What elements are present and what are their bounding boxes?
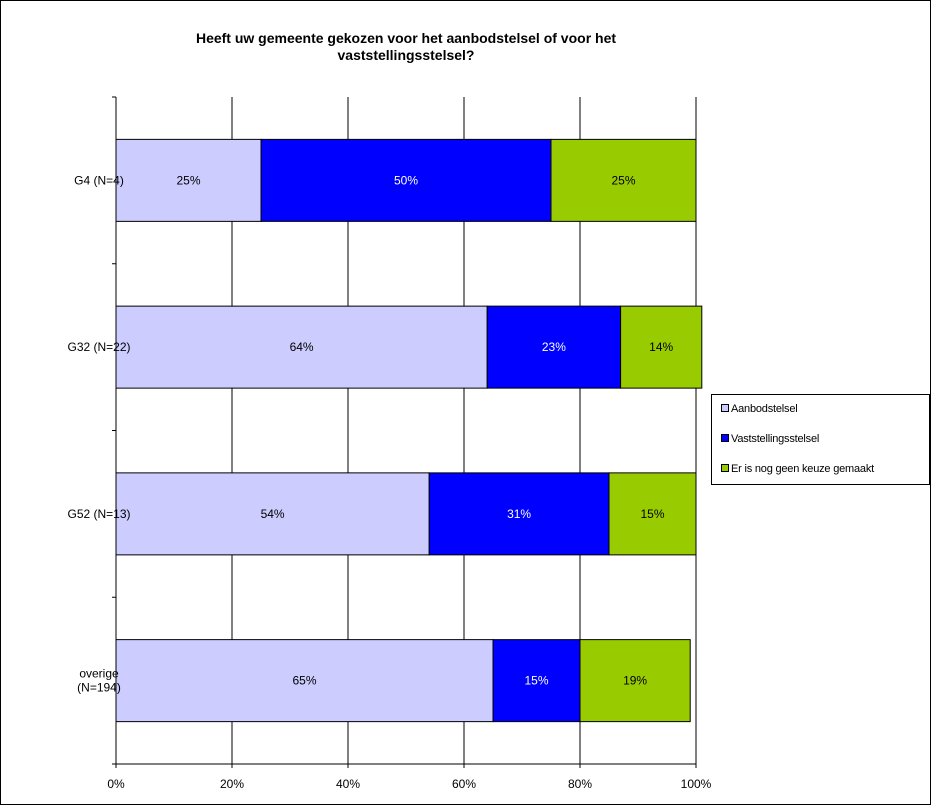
bar-segment bbox=[115, 305, 488, 389]
chart-title-line-1: Heeft uw gemeente gekozen voor het aanbo… bbox=[195, 30, 617, 46]
bar-segment bbox=[115, 472, 430, 556]
chart-title-line-2: vaststellingsstelsel? bbox=[337, 47, 475, 63]
legend-item-aanbodstelsel: Aanbodstelsel bbox=[721, 402, 798, 416]
category-label: (N=194) bbox=[77, 681, 121, 695]
bar-data-label: 25% bbox=[611, 173, 635, 187]
bar-data-label: 15% bbox=[640, 507, 664, 521]
bar-data-label: 23% bbox=[542, 340, 566, 354]
legend-label-geen-keuze: Er is nog geen keuze gemaakt bbox=[731, 463, 874, 476]
x-tick-label: 100% bbox=[681, 777, 712, 791]
category-label: G52 (N=13) bbox=[67, 507, 130, 521]
x-tick-label: 20% bbox=[220, 777, 244, 791]
x-tick-label: 0% bbox=[107, 777, 125, 791]
bar-segment bbox=[260, 138, 552, 222]
bar-segment bbox=[579, 639, 691, 723]
category-label: overige bbox=[79, 667, 119, 681]
bar-segment bbox=[550, 138, 697, 222]
x-tick-label: 80% bbox=[568, 777, 592, 791]
bar-data-label: 14% bbox=[649, 340, 673, 354]
bar-data-label: 50% bbox=[394, 173, 418, 187]
category-label: G4 (N=4) bbox=[74, 173, 124, 187]
legend-label-aanbodstelsel: Aanbodstelsel bbox=[731, 403, 798, 416]
bar-segment bbox=[620, 305, 703, 389]
bar-data-label: 19% bbox=[623, 674, 647, 688]
bar-data-label: 25% bbox=[176, 173, 200, 187]
bar-segment bbox=[428, 472, 610, 556]
bar-segment bbox=[115, 639, 494, 723]
x-tick-label: 60% bbox=[452, 777, 476, 791]
legend-swatch-vaststellingsstelsel bbox=[721, 434, 729, 443]
legend-item-geen-keuze: Er is nog geen keuze gemaakt bbox=[721, 462, 874, 476]
legend-label-vaststellingsstelsel: Vaststellingsstelsel bbox=[731, 433, 820, 446]
x-tick-label: 40% bbox=[336, 777, 360, 791]
bar-data-label: 31% bbox=[507, 507, 531, 521]
bar-data-label: 15% bbox=[524, 674, 548, 688]
chart-title: Heeft uw gemeente gekozen voor het aanbo… bbox=[116, 30, 696, 64]
bar-data-label: 64% bbox=[290, 340, 314, 354]
legend-swatch-geen-keuze bbox=[721, 464, 729, 473]
bar-segment bbox=[492, 639, 581, 723]
bar-data-label: 65% bbox=[292, 674, 316, 688]
category-label: G32 (N=22) bbox=[67, 340, 130, 354]
legend-swatch-aanbodstelsel bbox=[721, 404, 729, 413]
bar-segment bbox=[608, 472, 697, 556]
bar-data-label: 54% bbox=[261, 507, 285, 521]
legend: Aanbodstelsel Vaststellingsstelsel Er is… bbox=[711, 394, 930, 485]
bar-segment bbox=[115, 138, 262, 222]
legend-item-vaststellingsstelsel: Vaststellingsstelsel bbox=[721, 432, 819, 446]
